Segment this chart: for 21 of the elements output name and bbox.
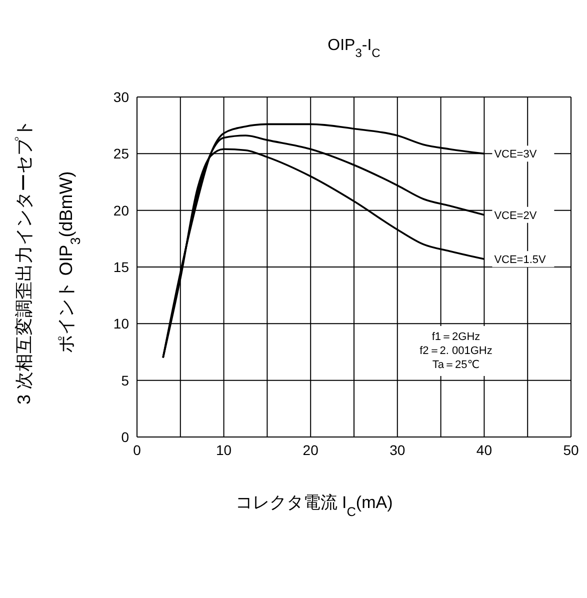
x-tick-label: 30: [390, 442, 406, 458]
annotation: f2＝2. 001GHz: [420, 345, 492, 357]
x-tick-label: 40: [476, 442, 492, 458]
annotation: Ta＝25℃: [432, 359, 480, 371]
series-label: VCE=2V: [494, 210, 538, 222]
y-tick-label: 20: [113, 202, 130, 218]
y-tick-label: 15: [113, 258, 130, 275]
x-tick-label: 20: [302, 442, 319, 458]
annotation: f1＝2GHz: [432, 331, 480, 343]
series-label: VCE=1.5V: [494, 254, 547, 266]
x-tick-label: 50: [563, 442, 579, 458]
y-tick-label: 10: [113, 316, 130, 332]
y-tick-label: 30: [113, 88, 130, 105]
y-tick-label: 0: [121, 428, 130, 445]
chart-title: OIP$_{3}$-I$_{C}$: [328, 37, 381, 60]
y-tick-label: 25: [113, 146, 130, 162]
y-tick-label: 5: [121, 372, 130, 388]
x-axis-title: コレクタ電流 I$_{C}$(mA): [235, 493, 393, 518]
series-label: VCE=3V: [494, 148, 538, 161]
x-tick-label: 10: [216, 442, 232, 458]
x-tick-label: 0: [133, 442, 142, 458]
